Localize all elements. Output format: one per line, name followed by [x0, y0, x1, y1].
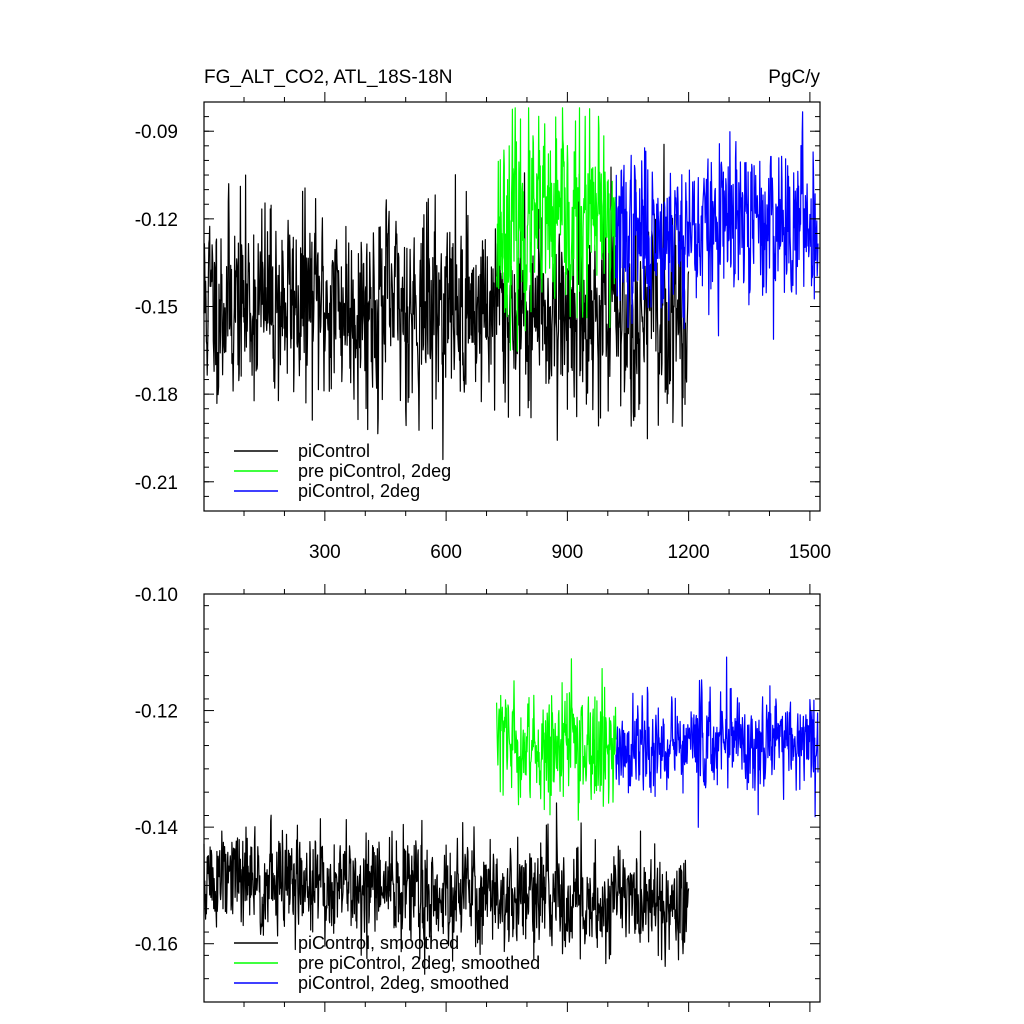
top-ticks-group: -0.09 -0.12 -0.15 -0.18 -0.21 300 600 900 1200 15… — [135, 92, 831, 563]
x-tick-label: 300 — [309, 542, 341, 563]
x-tick-label: 1500 — [789, 542, 831, 563]
y-tick-label: -0.12 — [135, 702, 178, 723]
y-tick-label: -0.21 — [135, 473, 178, 494]
series-line-pre-picontrol-2deg — [496, 107, 617, 352]
chart-title: FG_ALT_CO2, ATL_18S-18N — [204, 67, 453, 88]
legend-label-picontrol-smoothed: piControl, smoothed — [298, 933, 459, 953]
x-tick-label: 900 — [552, 542, 584, 563]
bottom-series-group — [203, 656, 819, 975]
y-tick-label: -0.09 — [135, 122, 178, 143]
legend-label-picontrol-2deg: piControl, 2deg — [298, 481, 420, 501]
y-tick-label: -0.14 — [135, 818, 179, 839]
y-tick-label: -0.15 — [135, 298, 178, 319]
y-tick-label: -0.12 — [135, 210, 178, 231]
bottom-ticks-group: -0.10 -0.12 -0.14 -0.16 — [135, 584, 820, 1012]
top-panel: FG_ALT_CO2, ATL_18S-18N PgC/y -0.09 -0.12… — [135, 67, 831, 563]
legend-label-pre-picontrol: pre piControl, 2deg — [298, 461, 451, 481]
x-tick-label: 1200 — [667, 542, 709, 563]
series-line-picontrol-2deg — [615, 111, 819, 340]
y-tick-label: -0.18 — [135, 385, 178, 406]
units-label: PgC/y — [768, 67, 820, 88]
y-tick-label: -0.10 — [135, 585, 178, 606]
bottom-panel: -0.10 -0.12 -0.14 -0.16 piControl, smoothed… — [135, 584, 821, 1012]
series-line-picontrol — [203, 143, 690, 461]
top-plot-frame — [203, 101, 821, 512]
bottom-legend: piControl, smoothed pre piControl, 2deg,… — [234, 933, 540, 993]
series-line-pre-picontrol-2deg-smoothed — [496, 658, 617, 821]
y-tick-label: -0.16 — [135, 935, 178, 956]
series-line-picontrol-smoothed — [203, 802, 690, 975]
bottom-plot-frame — [203, 593, 821, 1003]
top-series-group — [203, 107, 819, 461]
legend-label-pre-picontrol-smoothed: pre piControl, 2deg, smoothed — [298, 953, 540, 973]
top-legend: piControl pre piControl, 2deg piControl,… — [234, 441, 451, 501]
legend-label-picontrol: piControl — [298, 441, 370, 461]
legend-label-picontrol-2deg-smoothed: piControl, 2deg, smoothed — [298, 973, 509, 993]
series-line-picontrol-2deg-smoothed — [615, 656, 819, 828]
x-tick-label: 600 — [430, 542, 462, 563]
